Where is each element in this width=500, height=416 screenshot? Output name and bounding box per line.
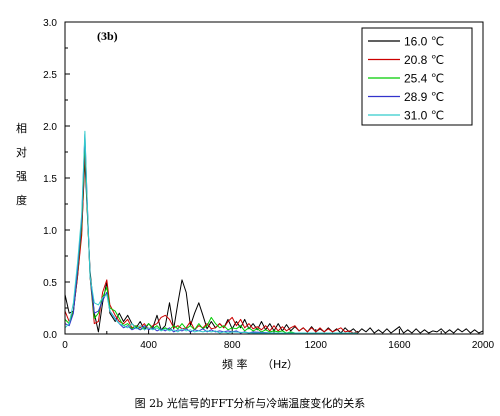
x-axis-title-unit: （Hz） [262,358,298,371]
legend-label: 20.8 ℃ [404,53,444,67]
x-tick-label: 400 [140,340,157,351]
x-axis-title-main: 频 率 [222,357,248,371]
y-tick-label: 1.5 [43,174,57,185]
legend-label: 25.4 ℃ [404,72,444,86]
x-tick-label: 1200 [305,340,328,351]
panel-label: (3b) [97,29,118,43]
x-tick-label: 1600 [388,340,411,351]
plot-frame [64,21,484,335]
x-tick-label: 800 [224,340,241,351]
y-tick-label: 2.5 [43,70,57,81]
x-tick-label: 0 [62,340,68,351]
legend-label: 28.9 ℃ [404,90,444,104]
legend-label: 16.0 ℃ [404,35,444,49]
y-axis-title: 相 对 强 度 [16,122,27,207]
y-tick-label: 0.5 [43,278,57,289]
legend: 16.0 ℃ 20.8 ℃ 25.4 ℃ 28.9 ℃ 31.0 ℃ [361,27,473,126]
x-tick-label: 2000 [472,340,495,351]
y-axis-title-char: 对 [16,145,27,159]
series-line-4 [64,130,358,334]
series-layer [64,130,484,334]
legend-label: 31.0 ℃ [404,109,444,123]
y-tick-label: 3.0 [43,18,57,29]
y-axis-title-char: 强 [16,170,27,183]
series-line-3 [64,133,316,334]
legend-box [361,27,473,126]
y-tick-label: 0.0 [43,330,57,341]
y-tick-label: 2.0 [43,122,57,133]
y-tick-label: 1.0 [43,226,57,237]
series-line-1 [64,151,358,334]
x-axis-title: 频 率 （Hz） [222,357,298,371]
series-line-2 [64,141,358,334]
y-axis-title-char: 度 [16,193,27,207]
y-axis-title-char: 相 [16,122,27,135]
tick-labels: 0 400 800 1200 1600 2000 0.0 0.5 1.0 1.5 2.0 2.5 3.0 [43,18,494,351]
figure-caption: 图 2b 光信号的FFT分析与冷端温度变化的关系 [135,396,366,410]
series-line-0 [64,158,484,334]
